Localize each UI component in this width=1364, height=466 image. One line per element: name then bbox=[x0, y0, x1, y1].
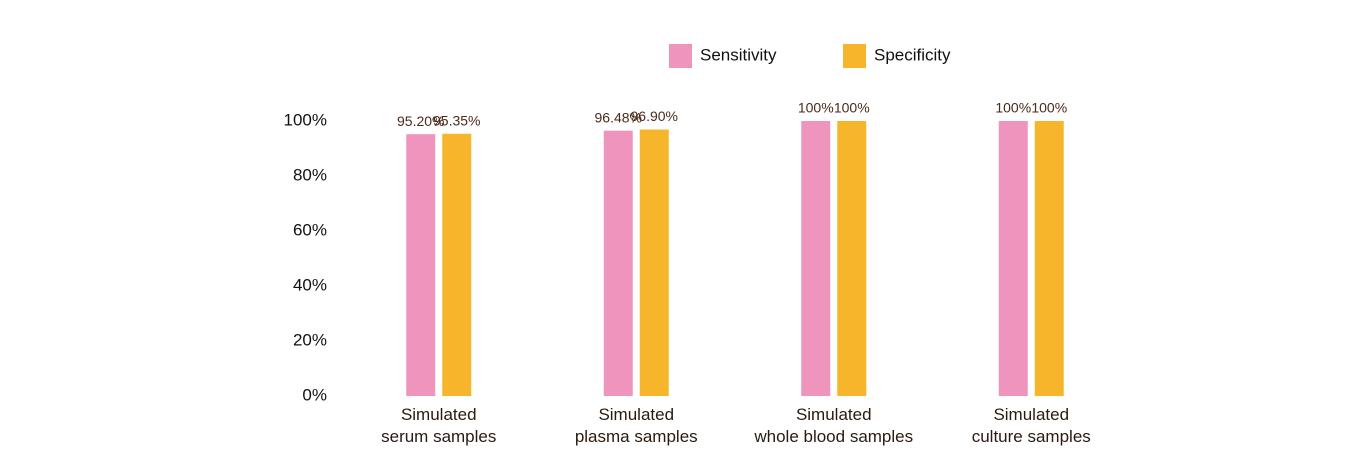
y-tick-label: 100% bbox=[284, 110, 327, 129]
bar bbox=[837, 121, 867, 396]
x-tick-label: Simulated whole blood samples bbox=[753, 405, 913, 446]
y-tick-label: 60% bbox=[293, 220, 327, 239]
legend-swatch bbox=[669, 44, 692, 68]
legend-label: Specificity bbox=[874, 45, 951, 64]
bar bbox=[406, 134, 436, 396]
bar bbox=[998, 121, 1028, 396]
bar bbox=[442, 133, 472, 396]
value-label: 100% bbox=[834, 100, 870, 116]
y-tick-label: 80% bbox=[293, 165, 327, 184]
legend-label: Sensitivity bbox=[700, 45, 777, 64]
y-tick-label: 20% bbox=[293, 330, 327, 349]
y-tick-label: 40% bbox=[293, 275, 327, 294]
value-label: 100% bbox=[1031, 100, 1067, 116]
bar bbox=[639, 129, 669, 396]
x-tick-label: Simulated plasma samples bbox=[575, 405, 698, 446]
value-label: 95.35% bbox=[433, 112, 480, 128]
value-label: 96.48% bbox=[595, 109, 642, 125]
y-tick-label: 0% bbox=[302, 385, 327, 404]
x-tick-label: Simulated serum samples bbox=[381, 405, 496, 446]
value-label: 100% bbox=[995, 100, 1031, 116]
value-label: 96.90% bbox=[631, 108, 678, 124]
value-label: 100% bbox=[798, 100, 834, 116]
bar bbox=[603, 130, 633, 396]
legend-swatch bbox=[843, 44, 866, 68]
bar bbox=[1034, 121, 1064, 396]
x-tick-label: Simulated culture samples bbox=[972, 405, 1091, 446]
value-label: 95.20% bbox=[397, 113, 444, 129]
bar bbox=[801, 121, 831, 396]
